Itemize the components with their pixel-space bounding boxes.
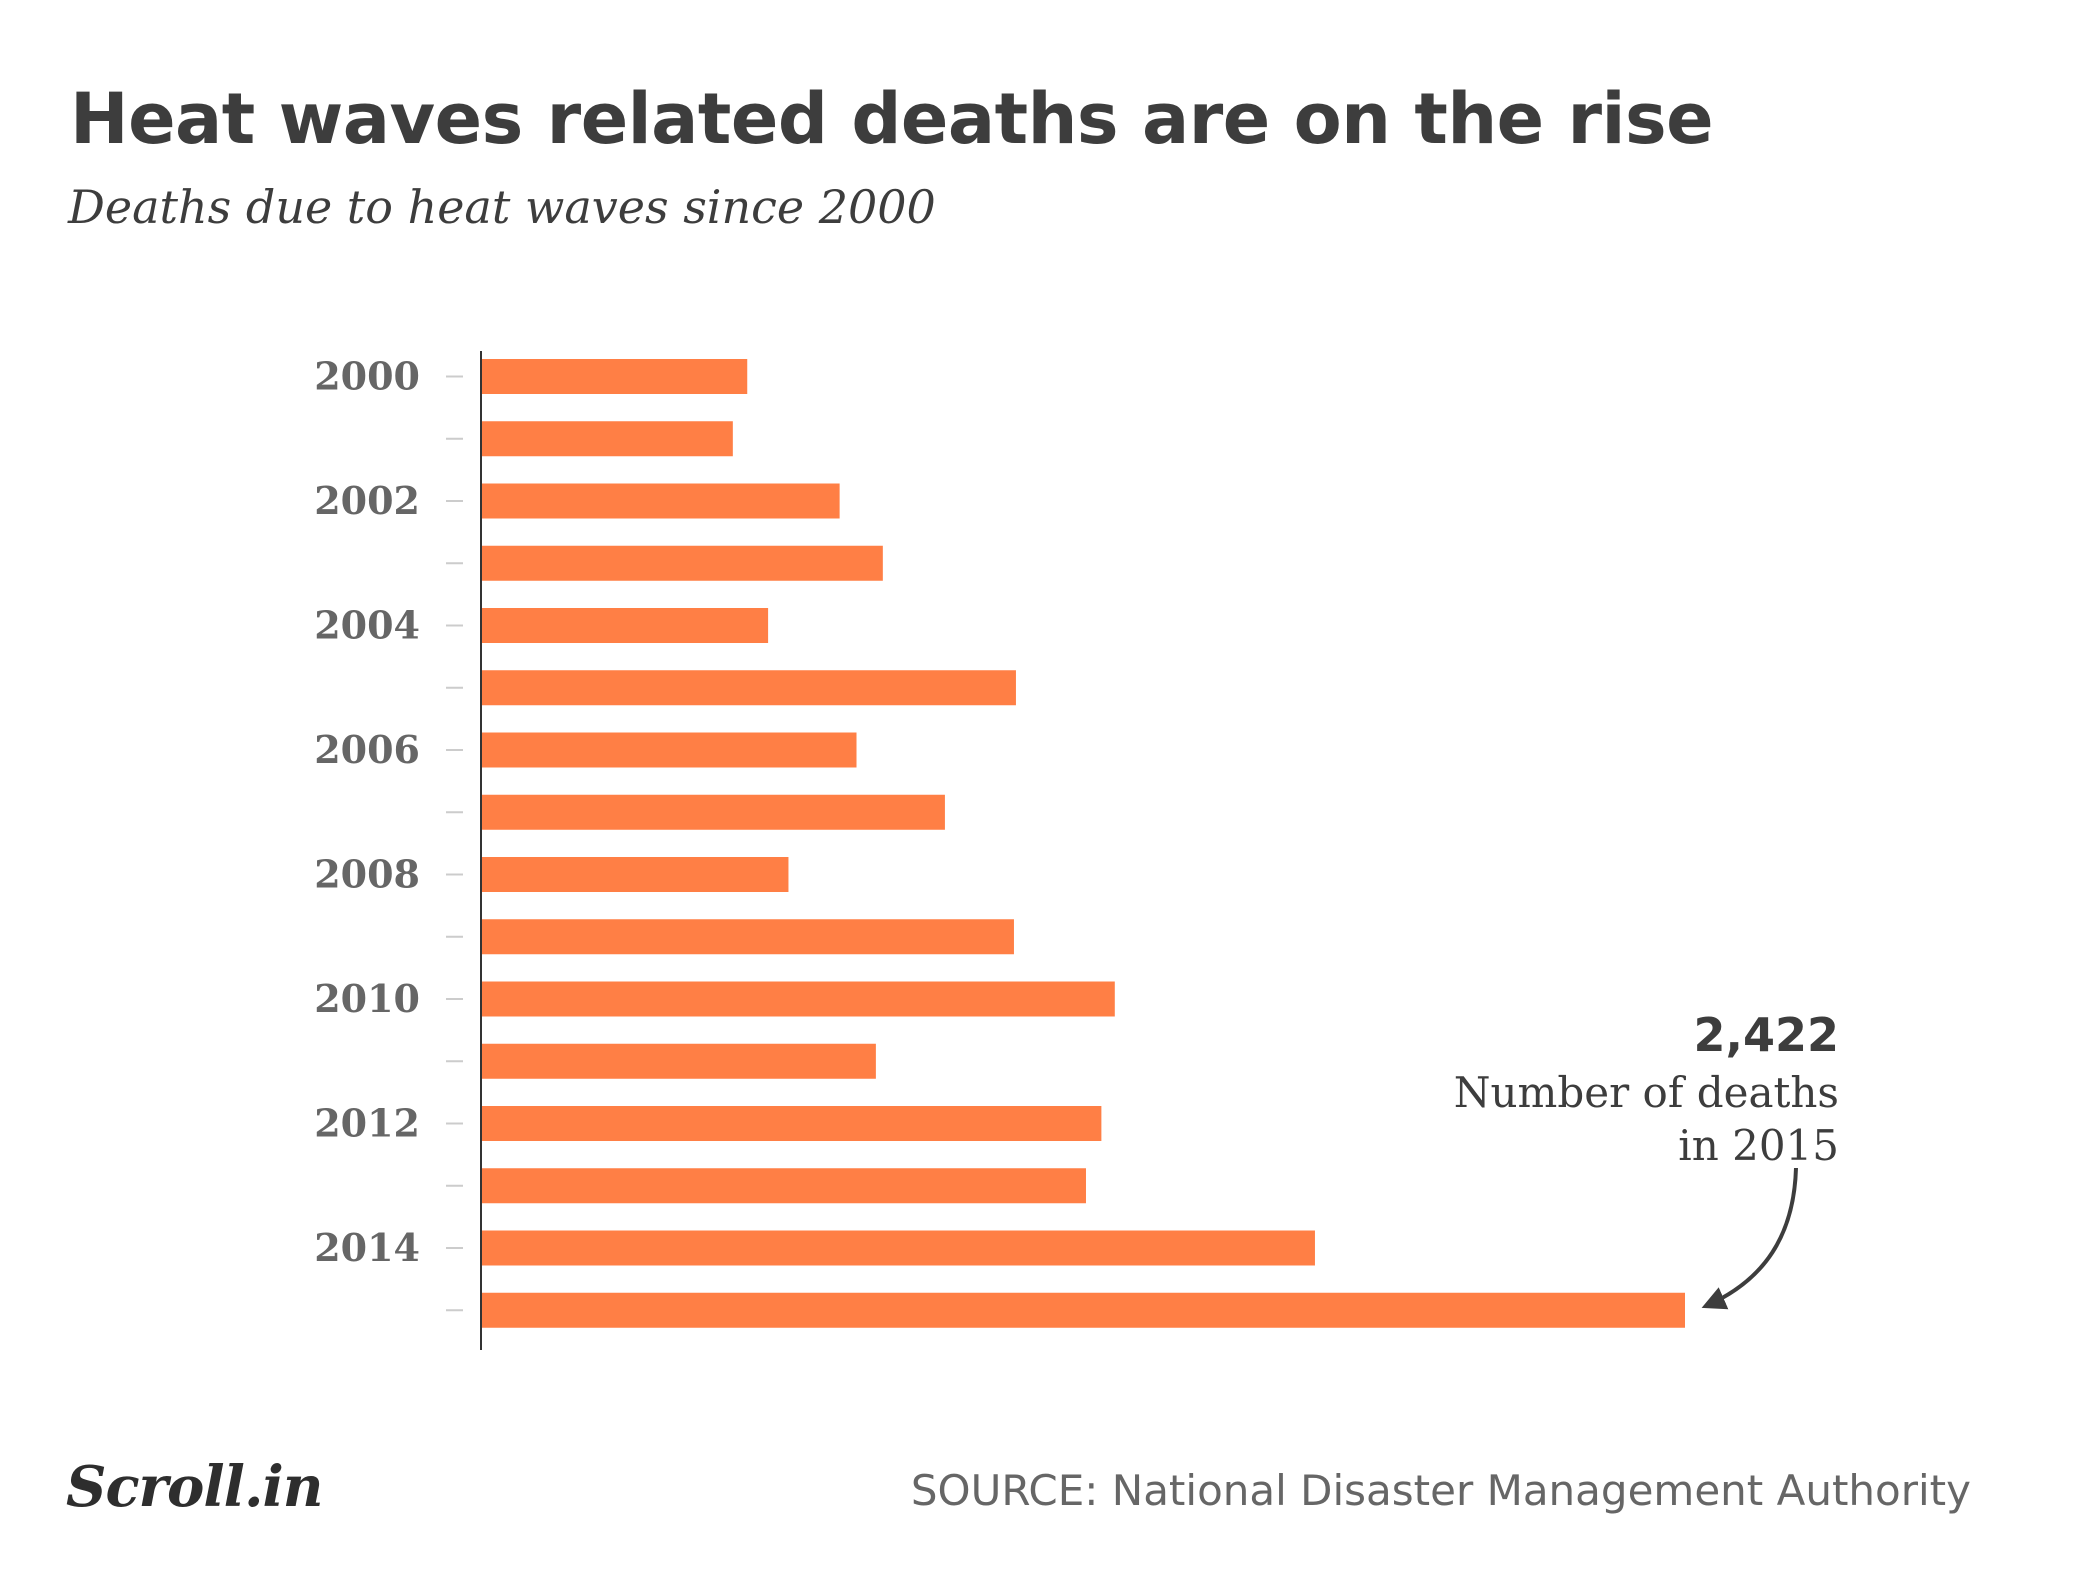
tick-label-2008: 2008 bbox=[314, 852, 420, 897]
bar-2004 bbox=[482, 608, 769, 643]
scroll-logo: Scroll.in bbox=[66, 1454, 323, 1520]
bar-2008 bbox=[482, 857, 789, 892]
tick-label-2000: 2000 bbox=[314, 354, 420, 399]
annotation-text: Number of deaths in 2015 bbox=[1453, 1068, 1839, 1170]
bar-2003 bbox=[482, 545, 883, 581]
bar-2005 bbox=[482, 670, 1016, 706]
tick-label-2012: 2012 bbox=[314, 1101, 420, 1146]
source-note: SOURCE: National Disaster Management Aut… bbox=[910, 1466, 1971, 1515]
bar-2006 bbox=[482, 732, 857, 768]
ticks-group: 2000 2002 2004 2006 2008 2010 2012 2014 bbox=[314, 354, 463, 1312]
annotation-arrow bbox=[1701, 1167, 1798, 1310]
bar-2011 bbox=[482, 1043, 876, 1079]
bar-2012 bbox=[482, 1106, 1102, 1141]
bar-2014 bbox=[482, 1230, 1315, 1266]
tick-label-2006: 2006 bbox=[314, 727, 420, 772]
tick-label-2010: 2010 bbox=[314, 976, 420, 1021]
chart-title: Heat waves related deaths are on the ris… bbox=[70, 78, 1714, 160]
bar-2009 bbox=[482, 919, 1014, 955]
chart-subtitle: Deaths due to heat waves since 2000 bbox=[68, 180, 936, 234]
bar-2002 bbox=[482, 483, 840, 519]
bar-2001 bbox=[482, 421, 733, 457]
annotation-value: 2,422 bbox=[1693, 1008, 1839, 1062]
bar-2007 bbox=[482, 794, 945, 830]
bars-group bbox=[482, 359, 1685, 1328]
bar-2015 bbox=[482, 1292, 1685, 1328]
bar-2010 bbox=[482, 981, 1115, 1017]
tick-label-2014: 2014 bbox=[314, 1225, 420, 1270]
bar-2000 bbox=[482, 359, 748, 394]
bar-2013 bbox=[482, 1168, 1086, 1204]
tick-label-2004: 2004 bbox=[314, 603, 420, 648]
tick-label-2002: 2002 bbox=[314, 478, 420, 523]
